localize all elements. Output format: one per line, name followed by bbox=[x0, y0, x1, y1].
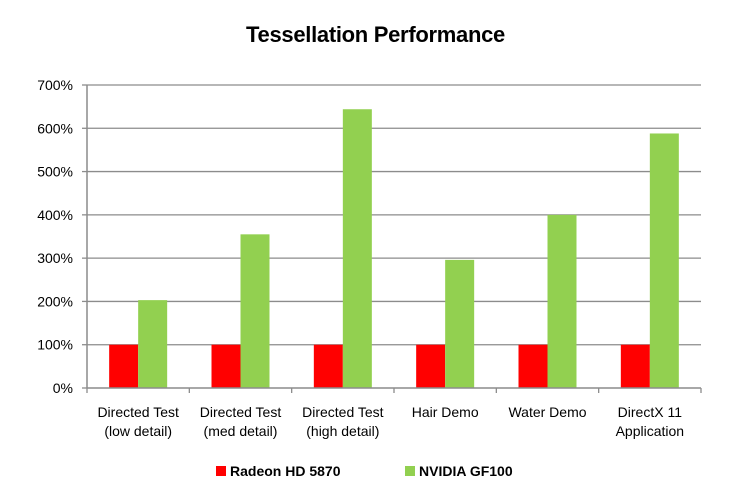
x-tick-label-line: Directed Test bbox=[200, 404, 282, 420]
bar-nvidia bbox=[445, 259, 475, 388]
x-tick-label-line: (med detail) bbox=[204, 423, 278, 439]
legend-swatch-radeon bbox=[216, 466, 226, 476]
y-tick-label: 0% bbox=[53, 380, 73, 396]
x-tick-label: Directed Test (low detail) bbox=[97, 404, 179, 439]
x-tick-label: Water Demo bbox=[508, 404, 586, 420]
y-tick-label: 600% bbox=[37, 120, 73, 136]
x-tick-label-line: (low detail) bbox=[104, 423, 172, 439]
x-tick-label-line: Hair Demo bbox=[412, 404, 479, 420]
bar-nvidia bbox=[547, 214, 577, 388]
bar-radeon bbox=[109, 344, 139, 388]
x-tick-label-line: (high detail) bbox=[306, 423, 379, 439]
y-tick-label: 100% bbox=[37, 337, 73, 353]
bar-radeon bbox=[620, 344, 650, 388]
x-tick-label-line: DirectX 11 bbox=[618, 404, 683, 420]
x-tick-label: DirectX 11 Application bbox=[616, 404, 685, 439]
y-tick-label: 300% bbox=[37, 250, 73, 266]
y-tick-label: 500% bbox=[37, 164, 73, 180]
bar-nvidia bbox=[240, 234, 270, 388]
x-tick-label-line: Directed Test bbox=[302, 404, 384, 420]
legend-swatch-nvidia bbox=[405, 466, 415, 476]
y-tick-label: 200% bbox=[37, 293, 73, 309]
x-tick-label: Directed Test (med detail) bbox=[200, 404, 282, 439]
x-tick-label-line: Application bbox=[616, 423, 685, 439]
x-tick-label: Hair Demo bbox=[412, 404, 479, 420]
bar-radeon bbox=[518, 344, 548, 388]
y-tick-label: 700% bbox=[37, 77, 73, 93]
chart-title: Tessellation Performance bbox=[246, 22, 505, 47]
bar-nvidia bbox=[138, 300, 168, 388]
legend-item-nvidia: NVIDIA GF100 bbox=[405, 463, 513, 479]
y-tick-label: 400% bbox=[37, 207, 73, 223]
bar-radeon bbox=[313, 344, 343, 388]
x-tick-label: Directed Test (high detail) bbox=[302, 404, 384, 439]
x-tick-label-line: Directed Test bbox=[97, 404, 179, 420]
legend-label-nvidia: NVIDIA GF100 bbox=[419, 463, 513, 479]
bar-nvidia bbox=[342, 109, 372, 389]
legend-item-radeon: Radeon HD 5870 bbox=[216, 463, 340, 479]
bar-nvidia bbox=[649, 133, 679, 388]
bar-radeon bbox=[211, 344, 241, 388]
x-tick-label-line: Water Demo bbox=[508, 404, 586, 420]
bar-radeon bbox=[416, 344, 446, 388]
legend-label-radeon: Radeon HD 5870 bbox=[230, 463, 341, 479]
